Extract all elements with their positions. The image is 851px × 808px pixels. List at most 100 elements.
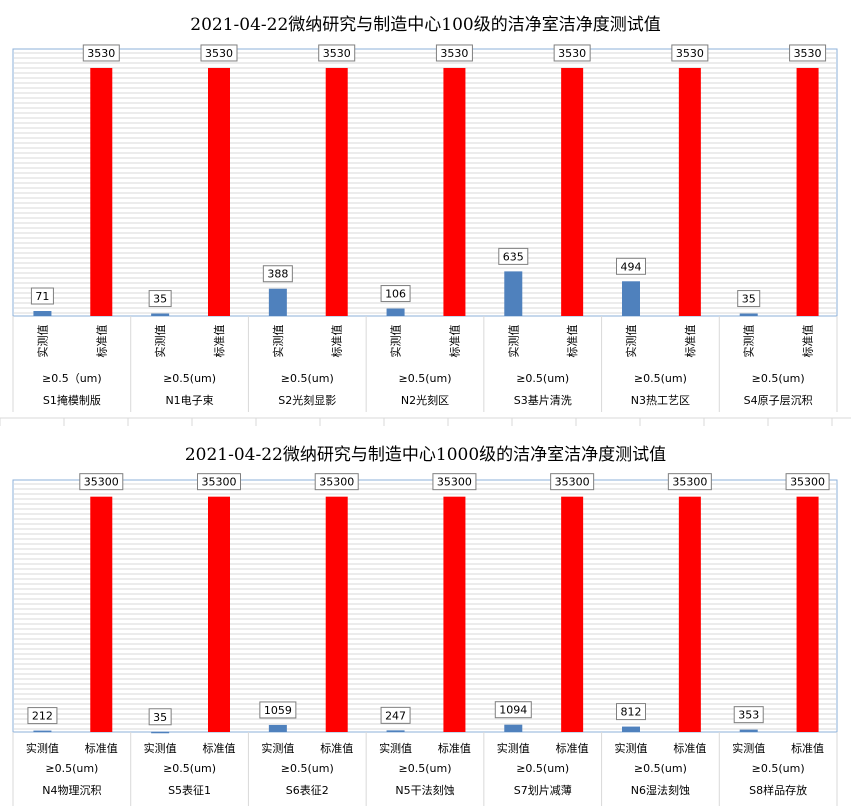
gridlines (14, 483, 836, 730)
data-label-box (314, 473, 359, 491)
series-label: 实测值 (153, 325, 167, 358)
series-label: 标准值 (85, 741, 118, 755)
plot-area (12, 48, 838, 317)
particle-size-label: ≥0.5(um) (516, 372, 569, 385)
area-label: N1电子束 (165, 394, 213, 407)
bar-measured (622, 281, 640, 316)
data-label-box (259, 701, 297, 719)
area-label: S5表征1 (168, 783, 211, 797)
data-label-box (616, 257, 646, 275)
area-label: S8样品存放 (749, 783, 807, 797)
data-label-box (82, 44, 120, 62)
data-label: 353 (738, 709, 759, 722)
bar-measured (386, 730, 405, 732)
particle-size-label: ≥0.5(um) (281, 762, 334, 775)
area-label: S7划片减薄 (514, 783, 572, 797)
bar-standard (90, 67, 113, 316)
bar-standard (443, 67, 466, 316)
data-label-box (733, 706, 764, 724)
data-label-box (432, 473, 477, 491)
area-label: N6湿法刻蚀 (631, 783, 690, 797)
bar-measured (268, 288, 287, 316)
particle-size-label: ≥0.5(um) (163, 372, 216, 385)
bar-measured (739, 729, 758, 732)
bar-measured (33, 311, 52, 316)
series-label: 实测值 (732, 741, 765, 755)
bar-standard (208, 67, 230, 316)
data-label: 635 (503, 250, 524, 263)
series-label: 标准值 (801, 325, 815, 358)
particle-size-label: ≥0.5（um) (42, 372, 102, 385)
series-label: 标准值 (438, 741, 471, 755)
data-label: 35300 (84, 476, 119, 489)
bar-measured (33, 730, 52, 733)
particle-size-label: ≥0.5(um) (752, 372, 805, 385)
bar-measured (504, 724, 523, 732)
series-label: 标准值 (791, 741, 824, 755)
series-label: 实测值 (261, 741, 294, 755)
data-label: 3530 (676, 47, 704, 60)
data-label: 3530 (440, 47, 468, 60)
area-label: N5干法刻蚀 (395, 783, 454, 797)
series-label: 标准值 (330, 325, 344, 358)
data-label-box (318, 44, 356, 62)
bar-standard (561, 496, 584, 732)
data-label: 247 (385, 709, 406, 722)
data-label: 3530 (794, 47, 822, 60)
plot-area (12, 479, 838, 733)
data-label: 494 (621, 260, 642, 273)
particle-size-label: ≥0.5(um) (45, 762, 98, 775)
data-label: 812 (621, 706, 642, 719)
bar-measured (622, 726, 640, 732)
data-label: 35300 (555, 476, 590, 489)
data-label: 3530 (323, 47, 351, 60)
area-label: S1掩模制版 (43, 393, 101, 407)
data-label: 35300 (319, 476, 354, 489)
particle-size-label: ≥0.5(um) (634, 372, 687, 385)
data-label: 3530 (87, 47, 115, 60)
data-label-box (30, 287, 54, 305)
data-label-box (550, 473, 595, 491)
data-label-box (737, 290, 761, 308)
area-label: N2光刻区 (401, 393, 449, 407)
data-label: 35 (153, 293, 167, 306)
bar-standard (796, 496, 819, 732)
data-label-box (789, 44, 827, 62)
bar-standard (325, 496, 348, 732)
area-label: S3基片清洗 (514, 394, 572, 407)
series-label: 实测值 (379, 741, 412, 755)
series-label: 实测值 (497, 741, 530, 755)
bar-standard (325, 67, 348, 316)
data-label-box (667, 473, 712, 491)
data-label-box (435, 44, 473, 62)
data-label-box (262, 265, 293, 283)
series-label: 标准值 (94, 325, 108, 358)
bar-measured (504, 271, 523, 316)
data-label-box (197, 473, 241, 491)
chart-title-1000: 2021-04-22微纳研究与制造中心1000级的洁净室洁净度测试值 (184, 445, 667, 465)
particle-size-label: ≥0.5(um) (281, 372, 334, 385)
bar-standard (561, 67, 584, 316)
series-label: 标准值 (447, 325, 461, 358)
series-label: 实测值 (742, 325, 756, 358)
data-label-box (148, 708, 172, 726)
series-label: 实测值 (26, 741, 59, 755)
area-label: S2光刻显影 (278, 393, 336, 407)
series-label: 实测值 (624, 325, 638, 358)
chart-100-class: 71 实测值 3530 标准值 ≥0.5（um) S1掩模制版 35 实测值 3530 标准值 ≥0… (0, 44, 851, 426)
data-label-box (494, 701, 532, 719)
data-label: 212 (32, 710, 53, 723)
data-label: 35 (153, 711, 167, 724)
series-label: 标准值 (320, 741, 353, 755)
series-label: 实测值 (271, 325, 285, 358)
particle-size-label: ≥0.5(um) (399, 762, 452, 775)
particle-size-label: ≥0.5(um) (516, 762, 569, 775)
data-label: 71 (35, 290, 49, 303)
bar-measured (151, 313, 170, 316)
series-label: 标准值 (212, 325, 226, 358)
bar-standard (678, 67, 701, 316)
series-label: 实测值 (615, 741, 648, 755)
area-label: S6表征2 (286, 783, 329, 797)
data-label-box (148, 290, 172, 308)
data-label-box (498, 247, 529, 265)
